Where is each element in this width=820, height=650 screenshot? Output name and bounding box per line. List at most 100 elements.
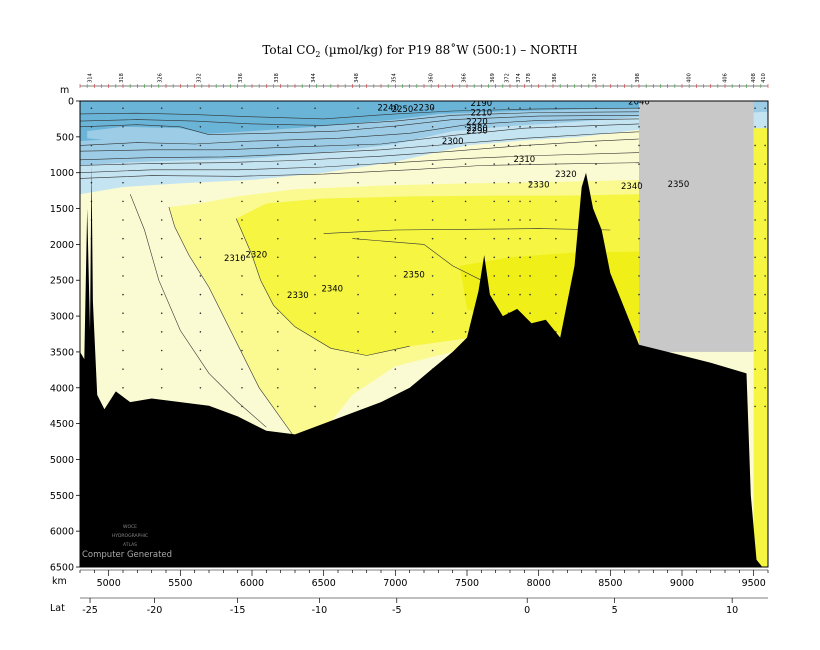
sample-dot (394, 126, 397, 128)
sample-dot (277, 181, 279, 184)
sample-dot (555, 181, 557, 184)
station-label: 354 (391, 73, 397, 83)
sample-dot (160, 312, 163, 315)
sample-dot (754, 107, 756, 109)
sample-dot (464, 275, 467, 277)
sample-dot (122, 107, 124, 109)
sample-dot (357, 349, 359, 352)
sample-dot (241, 200, 243, 203)
contour-line (80, 152, 640, 173)
sample-dot (90, 126, 93, 128)
sample-dot (241, 219, 243, 221)
sample-dot (199, 256, 202, 259)
sample-dot (754, 237, 756, 240)
sample-dot (277, 331, 279, 333)
sample-dot (754, 126, 756, 128)
sample-dot (241, 405, 243, 408)
sample-dot (431, 293, 434, 296)
y-tick-label: 0 (68, 97, 74, 108)
sample-dot (638, 331, 640, 333)
y-tick-label: 4500 (50, 419, 74, 430)
sample-dot (199, 293, 202, 296)
sample-dot (764, 237, 766, 240)
contour-label: 2290 (466, 126, 488, 136)
sample-dot (394, 144, 397, 147)
x-tick-label: 6500 (312, 578, 336, 589)
station-label: 332 (196, 73, 202, 83)
sample-dot (160, 331, 163, 333)
contour-line (80, 107, 640, 120)
sample-dot (464, 256, 467, 259)
sample-dot (241, 331, 243, 333)
contour-line (323, 228, 611, 234)
sample-dot (314, 386, 316, 389)
station-label: 348 (354, 73, 360, 83)
sample-dot (394, 181, 397, 184)
sample-dot (764, 200, 766, 203)
sample-dot (519, 256, 521, 259)
sample-dot (357, 181, 359, 184)
contour-label: 2210 (471, 108, 493, 118)
y-axis-label: m (60, 85, 69, 96)
contour-line (80, 115, 640, 136)
sample-dot (314, 163, 316, 165)
y-tick-label: 500 (56, 132, 74, 143)
sample-dot (519, 237, 521, 240)
sample-dot (277, 200, 279, 203)
sample-dot (431, 181, 434, 184)
sample-dot (754, 181, 756, 184)
sample-dot (394, 368, 397, 370)
sample-dot (754, 405, 756, 408)
sample-dot (199, 275, 202, 277)
sample-dot (277, 386, 279, 389)
sample-dot (394, 293, 397, 296)
contour-line (80, 138, 640, 166)
station-label: 374 (516, 73, 522, 83)
sample-dot (160, 200, 163, 203)
sample-dot (199, 237, 202, 240)
sample-dot (122, 386, 124, 389)
sample-dot (314, 219, 316, 221)
sample-dot (357, 405, 359, 408)
lat-axis-label: Lat (50, 603, 65, 614)
sample-dot (431, 331, 434, 333)
sample-dot (595, 163, 597, 165)
sample-dot (314, 107, 316, 109)
chart-title: Total CO2 (µmol/kg) for P19 88˚W (500:1)… (262, 42, 577, 59)
lat-tick-label: 5 (612, 605, 618, 616)
station-label: 336 (238, 73, 244, 83)
station-label: 369 (490, 73, 496, 83)
sample-dot (160, 275, 163, 277)
sample-dot (764, 107, 766, 109)
sample-dot (241, 312, 243, 315)
lat-tick-label: -20 (147, 605, 163, 616)
sample-dot (160, 237, 163, 240)
station-label: 398 (635, 73, 641, 83)
sample-dot (493, 293, 496, 296)
contour-label: 2340 (621, 182, 643, 192)
seafloor (80, 165, 768, 567)
x-tick-label: 7500 (455, 578, 479, 589)
sample-dot (277, 275, 279, 277)
sample-dot (595, 200, 597, 203)
sample-dot (764, 312, 766, 315)
sample-dot (431, 275, 434, 277)
no-data-region (639, 101, 754, 352)
sample-dot (314, 331, 316, 333)
contour-line (80, 111, 640, 126)
sample-dot (555, 144, 557, 147)
sample-dot (90, 107, 93, 109)
sample-dot (160, 368, 163, 370)
sample-dot (277, 405, 279, 408)
sample-dot (357, 219, 359, 221)
sample-dot (314, 312, 316, 315)
sample-dot (199, 181, 202, 184)
sample-dot (277, 293, 279, 296)
sample-dot (241, 163, 243, 165)
x-axis-label: km (52, 576, 67, 587)
sample-dot (199, 386, 202, 389)
sample-dot (241, 368, 243, 370)
sample-dot (314, 256, 316, 259)
sample-dot (241, 107, 243, 109)
sample-dot (464, 200, 467, 203)
